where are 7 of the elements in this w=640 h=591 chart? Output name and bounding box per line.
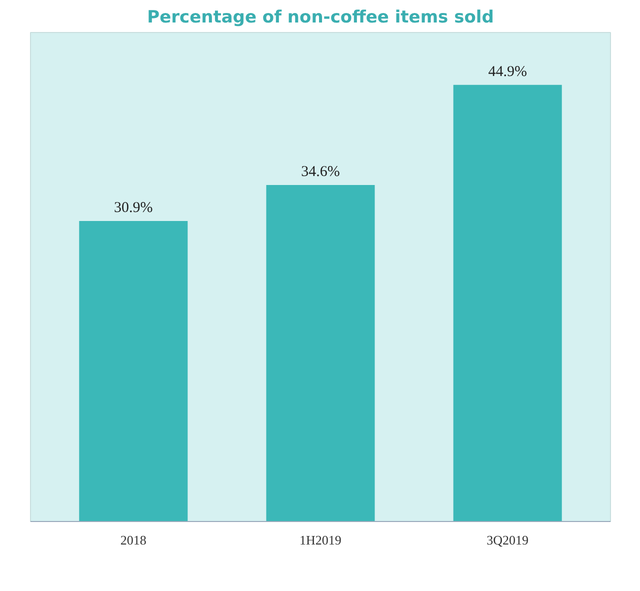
x-tick-label: 2018 <box>120 532 146 548</box>
data-label: 44.9% <box>488 64 527 80</box>
data-label: 30.9% <box>114 200 153 216</box>
chart-title: Percentage of non-coffee items sold <box>147 8 494 28</box>
x-tick-label: 1H2019 <box>300 532 342 548</box>
data-label: 34.6% <box>301 164 340 180</box>
x-tick-label: 3Q2019 <box>486 532 529 548</box>
